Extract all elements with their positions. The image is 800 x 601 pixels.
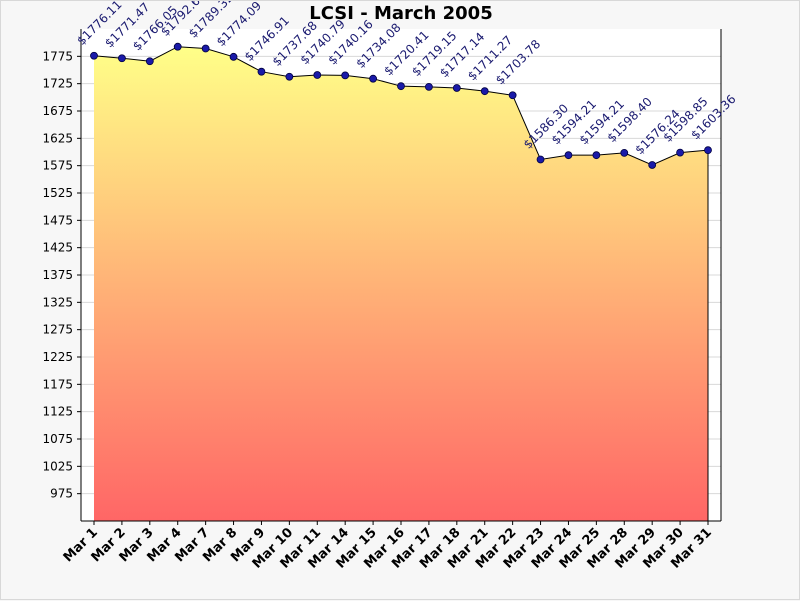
data-point [452, 84, 461, 92]
y-tick-label: 975 [50, 487, 73, 501]
data-point [508, 91, 517, 100]
data-point [620, 148, 629, 157]
data-point [425, 82, 433, 91]
y-tick-label: 1525 [42, 186, 73, 200]
data-point [257, 67, 266, 76]
y-tick-label: 1725 [42, 77, 73, 91]
data-point [201, 44, 210, 53]
data-point [90, 51, 98, 60]
y-tick-label: 1375 [42, 268, 73, 282]
data-point [313, 71, 322, 79]
y-tick-label: 1175 [42, 377, 73, 391]
y-tick-label: 1575 [42, 159, 73, 173]
y-tick-labels: 975 1025 1075 1125 1175 1225 1275 1325 1375 1425 1… [42, 49, 73, 500]
y-tick-label: 1425 [42, 241, 73, 255]
data-markers [90, 42, 712, 169]
data-point [564, 151, 573, 160]
data-point [369, 74, 377, 83]
data-point [145, 57, 154, 66]
data-point [397, 82, 405, 91]
area-series [93, 46, 709, 521]
data-point [480, 87, 489, 96]
data-point [229, 52, 238, 61]
data-point [341, 71, 350, 80]
y-tick-label: 1075 [42, 432, 73, 446]
data-point [704, 146, 712, 155]
data-point [285, 72, 294, 81]
data-point [592, 151, 601, 160]
y-tick-label: 1775 [42, 49, 73, 63]
y-tick-label: 1275 [42, 323, 73, 337]
data-point [648, 161, 657, 169]
data-point [536, 155, 545, 164]
y-tick-label: 1675 [42, 104, 73, 118]
chart-title: LCSI - March 2005 [309, 3, 493, 24]
axes [77, 29, 722, 525]
data-point [676, 148, 684, 157]
data-point [118, 54, 126, 63]
y-tick-label: 1025 [42, 459, 73, 473]
y-tick-label: 1625 [42, 131, 73, 145]
y-tick-label: 1125 [42, 405, 73, 419]
y-tick-label: 1225 [42, 350, 73, 364]
y-tick-label: 1475 [42, 213, 73, 227]
area-fill [94, 46, 708, 521]
data-point [173, 42, 182, 51]
y-tick-label: 1325 [42, 295, 73, 309]
